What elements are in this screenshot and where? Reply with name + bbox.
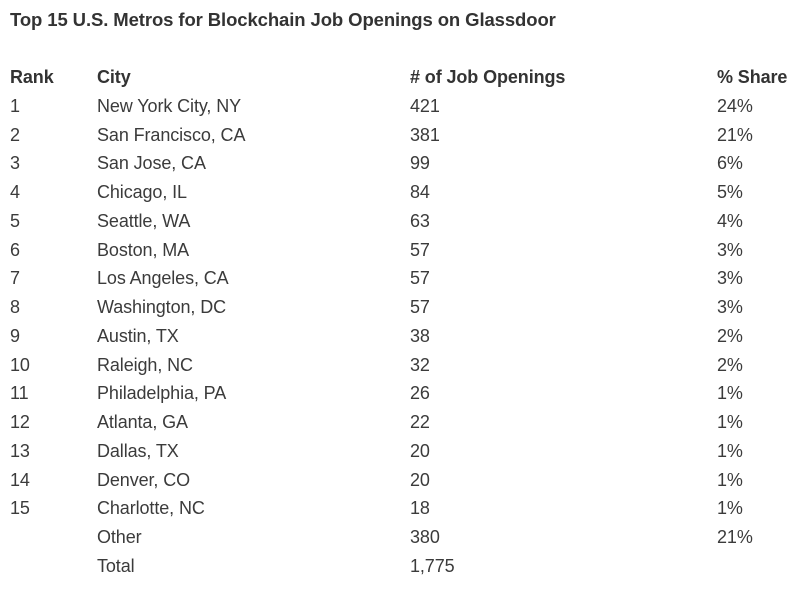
city-cell: Austin, TX <box>97 325 179 346</box>
data-table: Rank City # of Job Openings % Share 1 New… <box>0 63 800 581</box>
rank-cell: 13 <box>10 440 30 461</box>
openings-cell: 99 <box>410 153 430 174</box>
share-cell: 3% <box>717 297 743 317</box>
share-cell: 5% <box>717 182 743 202</box>
rank-cell: 1 <box>10 95 20 116</box>
share-cell: 4% <box>717 210 743 231</box>
table-row: 7 Los Angeles, CA 57 3% <box>10 264 800 293</box>
rank-cell: 7 <box>10 268 20 289</box>
table-row: 14 Denver, CO 20 1% <box>10 466 800 495</box>
rank-cell: 2 <box>10 124 20 145</box>
rank-cell: 3 <box>10 153 20 174</box>
column-header-share: % Share <box>717 67 788 87</box>
table-row: 2 San Francisco, CA 381 21% <box>10 121 800 150</box>
city-cell: Chicago, IL <box>97 182 187 202</box>
rank-cell: 4 <box>10 182 20 202</box>
rank-cell: 12 <box>10 412 30 432</box>
table-row: 4 Chicago, IL 84 5% <box>10 178 800 207</box>
table-row: 1 New York City, NY 421 24% <box>10 92 800 121</box>
openings-cell: 20 <box>410 469 430 490</box>
table-body: 1 New York City, NY 421 24% 2 San Francisco, … <box>10 92 800 581</box>
table-row: 3 San Jose, CA 99 6% <box>10 149 800 178</box>
rank-cell: 14 <box>10 469 30 490</box>
share-cell: 1% <box>717 412 743 432</box>
share-cell: 6% <box>717 153 743 174</box>
city-cell: New York City, NY <box>97 95 242 116</box>
city-cell: Philadelphia, PA <box>97 383 227 404</box>
openings-cell: 18 <box>410 498 430 519</box>
openings-cell: 32 <box>410 354 430 375</box>
page-title: Top 15 U.S. Metros for Blockchain Job Op… <box>10 9 556 30</box>
share-cell: 1% <box>717 469 743 490</box>
city-cell: Total <box>97 555 135 576</box>
rank-cell: 5 <box>10 210 20 231</box>
openings-cell: 84 <box>410 182 430 202</box>
table-row: Total 1,775 <box>10 552 800 581</box>
column-header-openings: # of Job Openings <box>410 67 566 87</box>
rank-cell: 10 <box>10 354 30 375</box>
city-cell: San Francisco, CA <box>97 124 246 145</box>
share-cell: 2% <box>717 325 743 346</box>
openings-cell: 421 <box>410 95 440 116</box>
table-header-row: Rank City # of Job Openings % Share <box>10 63 800 92</box>
table-row: 13 Dallas, TX 20 1% <box>10 437 800 466</box>
openings-cell: 381 <box>410 124 440 145</box>
share-cell: 21% <box>717 124 753 145</box>
city-cell: Seattle, WA <box>97 210 191 231</box>
share-cell: 1% <box>717 383 743 404</box>
table-row: 10 Raleigh, NC 32 2% <box>10 351 800 380</box>
city-cell: Washington, DC <box>97 297 226 317</box>
column-header-rank: Rank <box>10 67 54 87</box>
openings-cell: 63 <box>410 210 430 231</box>
share-cell: 1% <box>717 440 743 461</box>
openings-cell: 22 <box>410 412 430 432</box>
openings-cell: 57 <box>410 268 430 289</box>
share-cell: 2% <box>717 354 743 375</box>
table-row: 6 Boston, MA 57 3% <box>10 236 800 265</box>
city-cell: Denver, CO <box>97 469 191 490</box>
share-cell: 3% <box>717 239 743 260</box>
openings-cell: 57 <box>410 239 430 260</box>
rank-cell: 15 <box>10 498 30 519</box>
openings-cell: 57 <box>410 297 430 317</box>
openings-cell: 38 <box>410 325 430 346</box>
table-row: 8 Washington, DC 57 3% <box>10 293 800 322</box>
city-cell: Dallas, TX <box>97 440 179 461</box>
column-header-city: City <box>97 67 131 87</box>
openings-cell: 20 <box>410 440 430 461</box>
city-cell: Atlanta, GA <box>97 412 188 432</box>
table-row: 15 Charlotte, NC 18 1% <box>10 494 800 523</box>
table-row: 12 Atlanta, GA 22 1% <box>10 408 800 437</box>
rank-cell: 6 <box>10 239 20 260</box>
rank-cell: 11 <box>10 383 29 404</box>
table-row: 11 Philadelphia, PA 26 1% <box>10 379 800 408</box>
openings-cell: 1,775 <box>410 555 455 576</box>
table-row: 9 Austin, TX 38 2% <box>10 322 800 351</box>
city-cell: Los Angeles, CA <box>97 268 229 289</box>
openings-cell: 26 <box>410 383 430 404</box>
city-cell: San Jose, CA <box>97 153 206 174</box>
city-cell: Other <box>97 527 142 547</box>
share-cell: 1% <box>717 498 743 519</box>
share-cell: 3% <box>717 268 743 289</box>
table-row: 5 Seattle, WA 63 4% <box>10 207 800 236</box>
share-cell: 21% <box>717 527 753 547</box>
city-cell: Boston, MA <box>97 239 190 260</box>
openings-cell: 380 <box>410 527 440 547</box>
table-row: Other 380 21% <box>10 523 800 552</box>
rank-cell: 8 <box>10 297 20 317</box>
share-cell: 24% <box>717 95 753 116</box>
city-cell: Raleigh, NC <box>97 354 193 375</box>
city-cell: Charlotte, NC <box>97 498 205 519</box>
rank-cell: 9 <box>10 325 20 346</box>
